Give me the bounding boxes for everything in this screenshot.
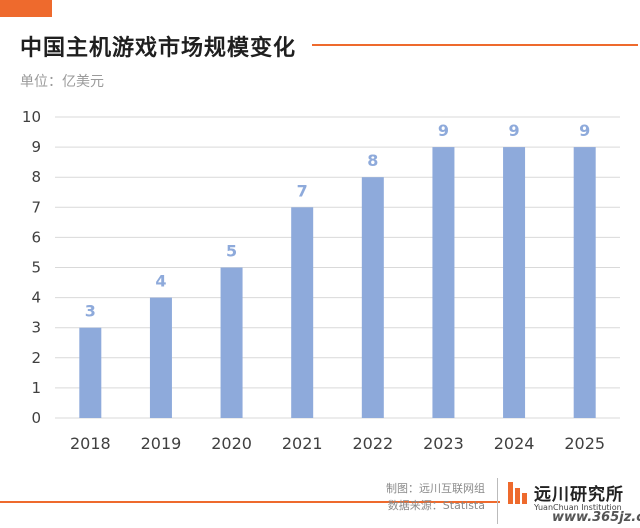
y-tick-label: 1	[31, 379, 41, 397]
brand-name: 远川研究所	[534, 485, 624, 505]
data-label: 9	[579, 121, 590, 140]
y-tick-label: 9	[31, 138, 41, 156]
bar	[432, 147, 455, 418]
data-label: 8	[367, 151, 378, 170]
brand-logo-icon	[508, 482, 528, 504]
x-axis-ticks: 2018 2019 2020 2021 2022 2023 2024 2025	[70, 434, 605, 453]
bar	[79, 327, 102, 418]
data-label: 7	[297, 181, 308, 200]
bar	[149, 297, 172, 418]
y-axis-ticks: 0 1 2 3 4 5 6 7 8 9 10	[22, 108, 41, 427]
data-labels: 3 4 5 7 8 9 9 9	[85, 121, 591, 321]
x-tick-label: 2022	[352, 434, 393, 453]
watermark: www.365jz.com	[552, 510, 640, 525]
x-tick-label: 2018	[70, 434, 111, 453]
y-tick-label: 6	[31, 228, 41, 246]
x-tick-label: 2025	[564, 434, 605, 453]
grid-lines	[55, 116, 620, 419]
x-tick-label: 2023	[423, 434, 464, 453]
x-tick-label: 2024	[494, 434, 535, 453]
bar	[291, 207, 314, 418]
brand-english: YuanChuan Institution	[534, 503, 622, 512]
y-tick-label: 0	[31, 409, 41, 427]
y-tick-label: 7	[31, 198, 41, 216]
data-label: 9	[508, 121, 519, 140]
y-tick-label: 5	[31, 259, 41, 277]
y-tick-label: 2	[31, 349, 41, 367]
footer-divider	[497, 478, 498, 524]
footer-rule	[0, 501, 500, 503]
bar	[503, 147, 526, 418]
data-label: 5	[226, 242, 237, 261]
y-tick-label: 8	[31, 168, 41, 186]
chart-title: 中国主机游戏市场规模变化	[20, 36, 297, 61]
y-tick-label: 10	[22, 108, 41, 126]
x-tick-label: 2021	[282, 434, 323, 453]
data-label: 4	[155, 272, 166, 291]
y-tick-label: 3	[31, 319, 41, 337]
bar	[220, 267, 243, 418]
credits: 制图：远川互联网组 数据来源：Statista	[386, 480, 485, 514]
data-label: 9	[438, 121, 449, 140]
credit-author: 制图：远川互联网组	[386, 482, 485, 495]
bar	[361, 177, 384, 418]
accent-block	[0, 0, 52, 17]
data-label: 3	[85, 302, 96, 321]
unit-label: 单位：亿美元	[20, 74, 104, 90]
title-rule	[312, 44, 638, 46]
x-tick-label: 2019	[141, 434, 182, 453]
credit-source: 数据来源：Statista	[387, 499, 485, 512]
bars	[79, 147, 596, 418]
x-tick-label: 2020	[211, 434, 252, 453]
bar	[573, 147, 596, 418]
y-tick-label: 4	[31, 289, 41, 307]
